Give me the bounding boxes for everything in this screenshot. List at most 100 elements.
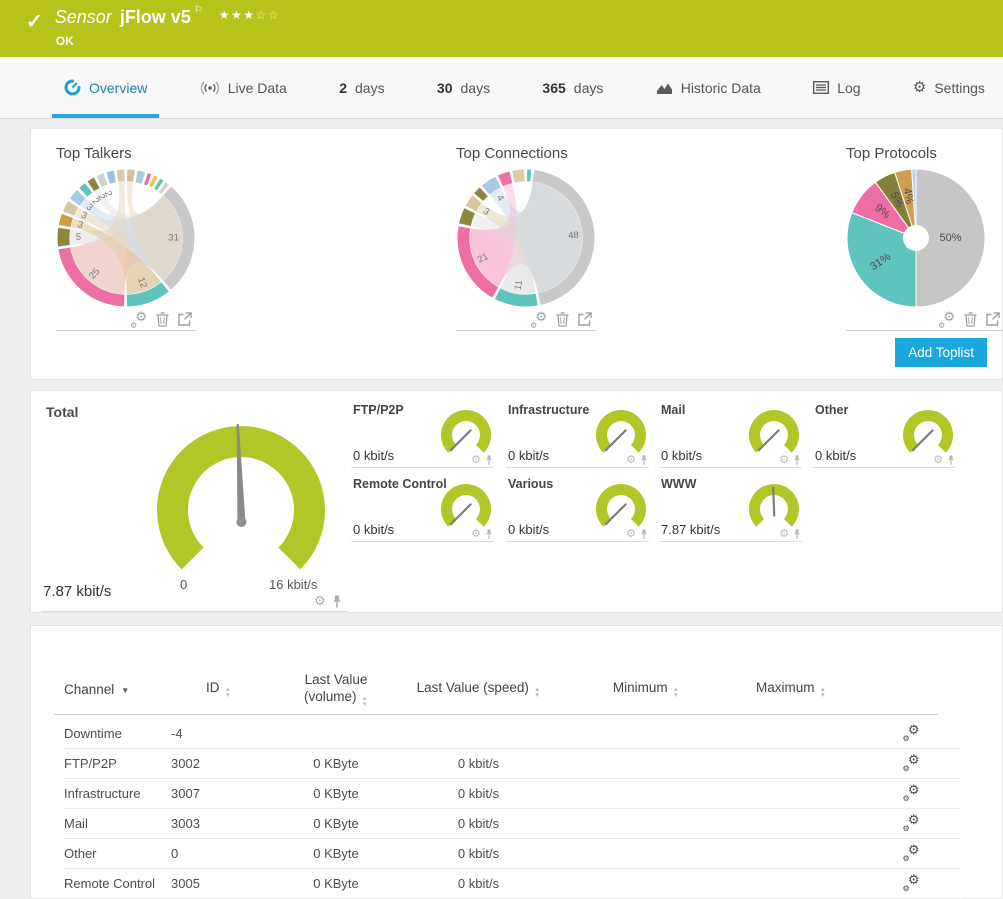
toplist-settings-icon[interactable]: ⚙ ⚙	[938, 308, 955, 330]
table-row-mail[interactable]: Mail 3003 0 KByte 0 kbit/s ⚙ ⚙	[64, 809, 961, 839]
delete-toplist-icon[interactable]	[156, 311, 169, 327]
channel-settings-gear-icon[interactable]: ⚙	[779, 528, 789, 540]
cell-id: 3002	[171, 756, 200, 771]
toplist-top-connections: Top Connections 48 11 21 3 4 ⚙ ⚙	[456, 145, 596, 331]
tab-log[interactable]: Log	[801, 57, 872, 118]
sort-desc-icon: ▼	[121, 685, 130, 695]
open-toplist-external-link-icon[interactable]	[986, 312, 1000, 326]
tab-30-days[interactable]: 30 days	[425, 57, 502, 118]
svg-text:3: 3	[79, 210, 89, 222]
cell-channel: Downtime	[64, 726, 122, 741]
column-header-last-value-volume[interactable]: Last Value (volume) ▲ ▼	[304, 672, 368, 708]
total-gauge-min: 0	[180, 577, 188, 592]
pin-icon[interactable]	[947, 455, 955, 466]
cell-channel: Remote Control	[64, 876, 156, 891]
table-row-remote-control[interactable]: Remote Control 3005 0 KByte 0 kbit/s ⚙ ⚙	[64, 869, 961, 899]
open-toplist-external-link-icon[interactable]	[578, 312, 592, 326]
pin-icon[interactable]	[332, 595, 342, 609]
channel-settings-gear-icon[interactable]: ⚙	[779, 454, 789, 466]
add-toplist-button[interactable]: Add Toplist	[895, 338, 987, 367]
tab-2-days[interactable]: 2 days	[327, 57, 396, 118]
tab-settings[interactable]: ⚙ Settings	[901, 57, 997, 118]
svg-text:2: 2	[95, 192, 107, 202]
channel-settings-gear-icon[interactable]: ⚙	[626, 454, 636, 466]
table-row-infrastructure[interactable]: Infrastructure 3007 0 KByte 0 kbit/s ⚙ ⚙	[64, 779, 961, 809]
tab-live-data[interactable]: Live Data	[188, 57, 299, 118]
column-header-minimum[interactable]: Minimum ▲ ▼	[612, 680, 680, 699]
toplist-settings-icon[interactable]: ⚙ ⚙	[530, 308, 547, 330]
svg-text:31: 31	[168, 233, 179, 244]
channel-gauge-dial	[746, 479, 802, 537]
channel-gauge-label: Remote Control	[353, 477, 447, 491]
channel-gauge-infrastructure: Infrastructure 0 kbit/s ⚙	[506, 401, 649, 468]
column-header-id[interactable]: ID ▲ ▼	[206, 680, 231, 699]
pin-icon[interactable]	[793, 529, 801, 540]
table-row-other[interactable]: Other 0 0 KByte 0 kbit/s ⚙ ⚙	[64, 839, 961, 869]
column-header-last-value-speed[interactable]: Last Value (speed) ▲ ▼	[416, 680, 541, 699]
cell-id: 3007	[171, 786, 200, 801]
tab-overview[interactable]: Overview	[52, 57, 160, 118]
tab-historic-data[interactable]: Historic Data	[644, 57, 773, 118]
channel-settings-icon[interactable]: ⚙ ⚙	[902, 751, 920, 773]
svg-text:4: 4	[494, 193, 506, 203]
toplists-card: Top Talkers 31 12 25 5 3 3 3 2 2 2 ⚙ ⚙ Top Connect…	[30, 128, 1003, 380]
toplist-settings-icon[interactable]: ⚙ ⚙	[130, 308, 147, 330]
channel-gauge-mail: Mail 0 kbit/s ⚙	[659, 401, 802, 468]
delete-toplist-icon[interactable]	[556, 311, 569, 327]
channel-settings-icon[interactable]: ⚙ ⚙	[902, 781, 920, 803]
top-connections-chord-chart[interactable]: 48 11 21 3 4	[456, 168, 596, 308]
cell-volume: 0 KByte	[313, 816, 359, 831]
gauge-icon	[64, 79, 81, 96]
column-header-channel[interactable]: Channel ▼	[64, 681, 130, 697]
channel-gauge-value: 0 kbit/s	[661, 448, 703, 463]
channel-gauge-label: Mail	[661, 403, 686, 417]
table-row-downtime[interactable]: Downtime -4 ⚙ ⚙	[64, 719, 961, 749]
delete-toplist-icon[interactable]	[964, 311, 977, 327]
cell-speed: 0 kbit/s	[457, 786, 500, 801]
log-icon	[813, 81, 830, 94]
header-divider	[54, 714, 938, 715]
historic-data-chart-icon	[656, 81, 673, 95]
table-row-ftp-p2p[interactable]: FTP/P2P 3002 0 KByte 0 kbit/s ⚙ ⚙	[64, 749, 961, 779]
toplist-title: Top Connections	[456, 145, 568, 162]
channel-settings-icon[interactable]: ⚙ ⚙	[902, 721, 920, 743]
open-toplist-external-link-icon[interactable]	[178, 312, 192, 326]
channel-gauge-value: 0 kbit/s	[353, 522, 395, 537]
tab-365-days-number: 365	[542, 79, 566, 96]
tab-2-days-number: 2	[339, 79, 347, 96]
channel-settings-gear-icon[interactable]: ⚙	[314, 593, 326, 608]
pin-icon[interactable]	[640, 455, 648, 466]
channel-gauge-remote-control: Remote Control 0 kbit/s ⚙	[351, 475, 494, 542]
channel-table-card: Channel ▼ ID ▲ ▼ Last Value (volume) ▲ ▼ Last …	[30, 625, 1003, 899]
channel-settings-icon[interactable]: ⚙ ⚙	[902, 841, 920, 863]
channel-gauge-value: 0 kbit/s	[508, 522, 550, 537]
svg-text:3: 3	[84, 202, 95, 214]
column-header-maximum[interactable]: Maximum ▲ ▼	[756, 680, 826, 699]
priority-stars[interactable]: ★★★☆☆	[219, 8, 280, 22]
tab-log-label: Log	[837, 79, 861, 96]
stars-empty: ☆☆	[255, 8, 281, 22]
pin-icon[interactable]	[640, 529, 648, 540]
pin-icon[interactable]	[485, 455, 493, 466]
top-talkers-chord-chart[interactable]: 31 12 25 5 3 3 3 2 2 2	[56, 168, 196, 308]
pin-icon[interactable]	[485, 529, 493, 540]
gauges-card: Total 0 16 kbit/s 7.87 kbit/s ⚙ FTP/P2P …	[30, 390, 1003, 613]
channel-settings-icon[interactable]: ⚙ ⚙	[902, 811, 920, 833]
toplist-actions: ⚙ ⚙	[846, 308, 1003, 331]
tab-365-days[interactable]: 365 days	[530, 57, 615, 118]
channel-settings-gear-icon[interactable]: ⚙	[626, 528, 636, 540]
channel-settings-gear-icon[interactable]: ⚙	[471, 454, 481, 466]
channel-settings-gear-icon[interactable]: ⚙	[933, 454, 943, 466]
cell-speed: 0 kbit/s	[457, 846, 500, 861]
divider	[41, 611, 348, 612]
channel-gauge-label: Various	[508, 477, 554, 491]
flag-icon[interactable]: ⚐	[193, 5, 203, 16]
svg-text:2: 2	[102, 189, 114, 198]
channel-gauge-value: 0 kbit/s	[508, 448, 550, 463]
channel-settings-gear-icon[interactable]: ⚙	[471, 528, 481, 540]
pin-icon[interactable]	[793, 455, 801, 466]
channel-settings-icon[interactable]: ⚙ ⚙	[902, 871, 920, 893]
top-protocols-pie-chart[interactable]: 50% 31% 9% 5% 4%	[846, 168, 986, 308]
sort-icon: ▲ ▼	[361, 695, 368, 708]
sort-icon: ▲ ▼	[672, 686, 680, 699]
